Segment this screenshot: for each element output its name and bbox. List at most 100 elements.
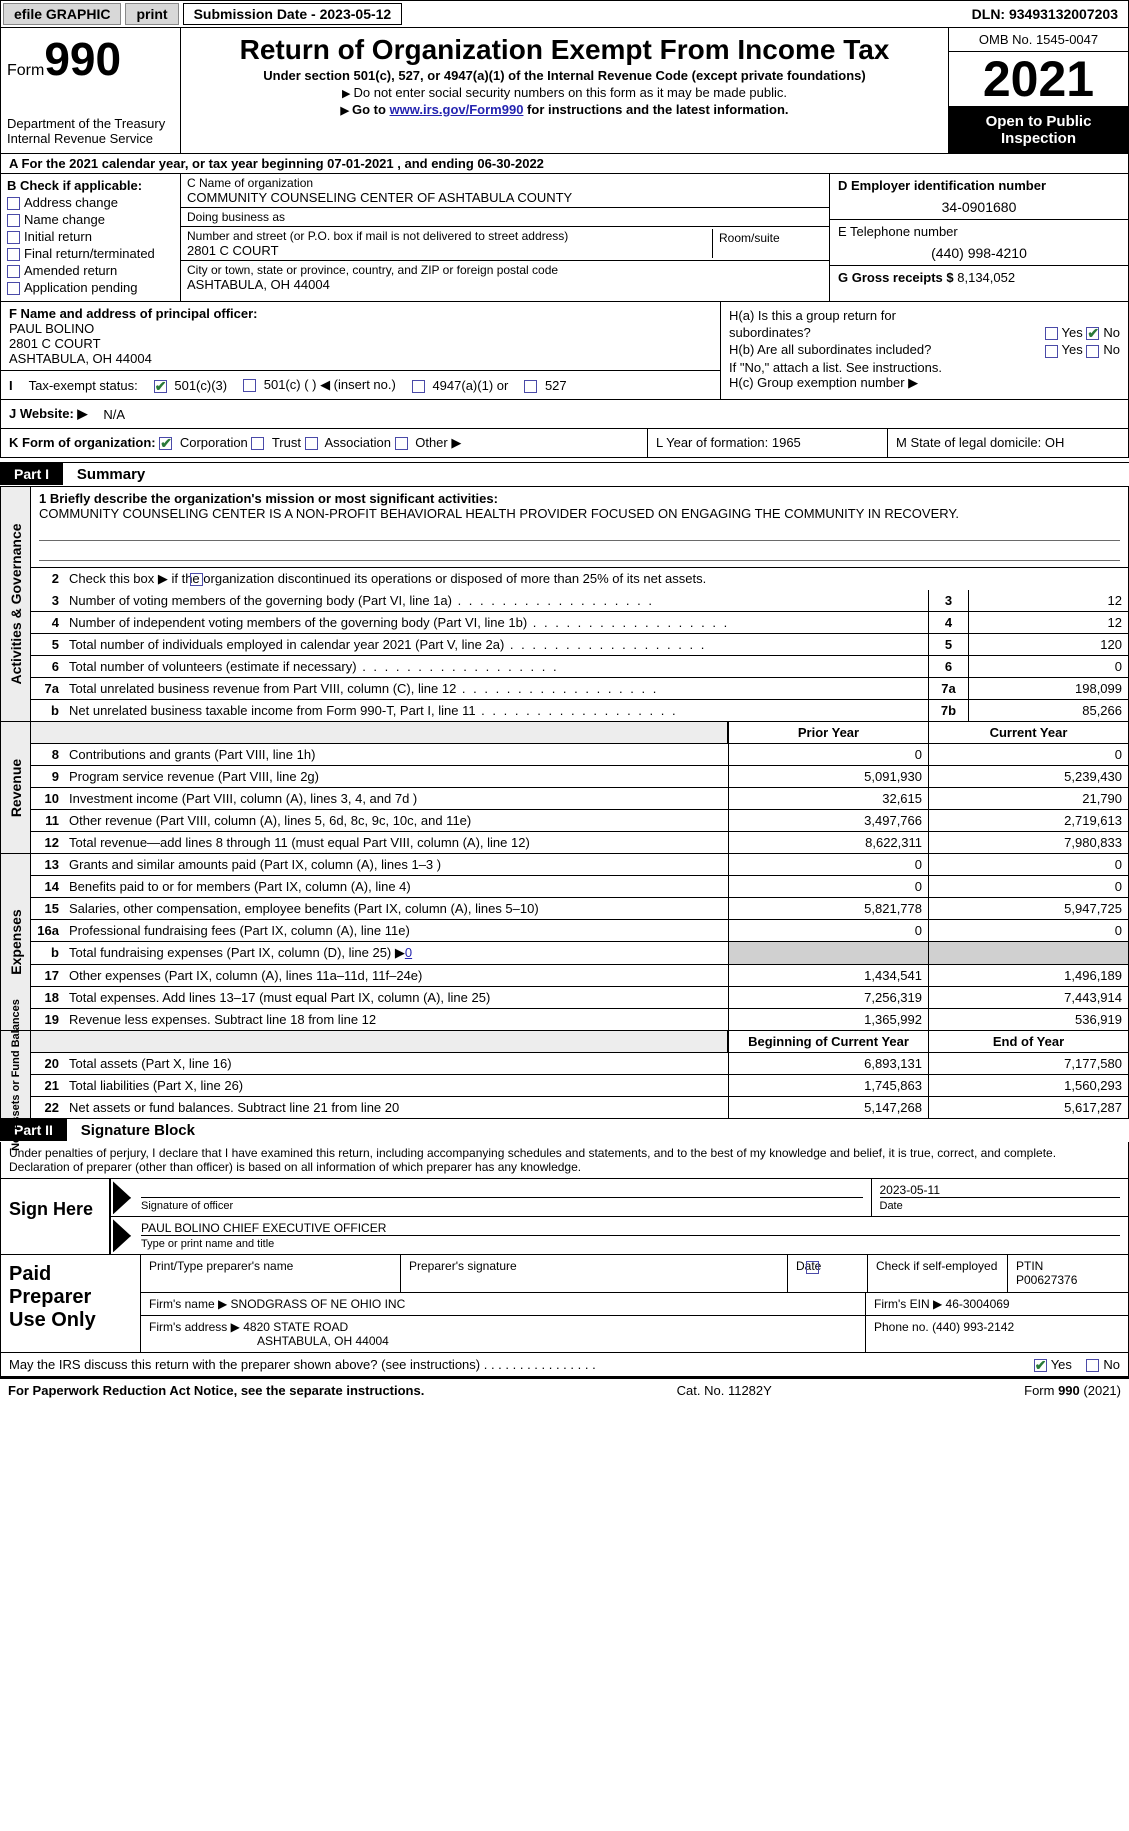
prep-ptin: PTINP00627376	[1008, 1255, 1128, 1291]
mission-label: 1 Briefly describe the organization's mi…	[39, 491, 1120, 506]
chk-501c3[interactable]	[154, 380, 167, 393]
discuss-yes: Yes	[1051, 1357, 1072, 1372]
chk-ha-no[interactable]	[1086, 327, 1099, 340]
firm-addr-2: ASHTABULA, OH 44004	[257, 1334, 389, 1348]
ha-line1: H(a) Is this a group return for	[729, 308, 896, 323]
chk-discuss-no[interactable]	[1086, 1359, 1099, 1372]
ha-no: No	[1103, 325, 1120, 340]
line-7a-num: 7a	[31, 678, 65, 699]
penalty-text: Under penalties of perjury, I declare th…	[1, 1142, 1128, 1178]
chk-address-change[interactable]	[7, 197, 20, 210]
line-6-num: 6	[31, 656, 65, 677]
line-15-num: 15	[31, 898, 65, 919]
line-4-val: 12	[968, 612, 1128, 633]
ptin-value: P00627376	[1016, 1273, 1120, 1287]
line-22-desc: Net assets or fund balances. Subtract li…	[65, 1097, 728, 1118]
city-label: City or town, state or province, country…	[187, 263, 823, 277]
form-title: Return of Organization Exempt From Incom…	[187, 34, 942, 66]
chk-527[interactable]	[524, 380, 537, 393]
print-button[interactable]: print	[125, 3, 178, 25]
line-21-desc: Total liabilities (Part X, line 26)	[65, 1075, 728, 1096]
line-6-val: 0	[968, 656, 1128, 677]
line-7a-box: 7a	[928, 678, 968, 699]
firm-ein-label: Firm's EIN ▶	[874, 1297, 942, 1311]
chk-4947[interactable]	[412, 380, 425, 393]
line-9-curr: 5,239,430	[928, 766, 1128, 787]
footer-right: Form 990 (2021)	[1024, 1383, 1121, 1398]
chk-discuss-yes[interactable]	[1034, 1359, 1047, 1372]
chk-application-pending[interactable]	[7, 282, 20, 295]
chk-501c[interactable]	[243, 379, 256, 392]
phone-label: E Telephone number	[838, 224, 1120, 239]
line-16b-desc: Total fundraising expenses (Part IX, col…	[65, 942, 728, 964]
form-number: 990	[44, 33, 121, 85]
chk-ha-yes[interactable]	[1045, 327, 1058, 340]
chk-hb-no[interactable]	[1086, 345, 1099, 358]
sign-here-block: Sign Here Signature of officer 2023-05-1…	[1, 1178, 1128, 1254]
opt-final-return: Final return/terminated	[24, 246, 155, 261]
chk-name-change[interactable]	[7, 214, 20, 227]
line-16b-prior-shaded	[728, 942, 928, 964]
line-18-curr: 7,443,914	[928, 987, 1128, 1008]
discuss-question: May the IRS discuss this return with the…	[9, 1357, 480, 1372]
line-22-num: 22	[31, 1097, 65, 1118]
chk-corporation[interactable]	[159, 437, 172, 450]
line-19-prior: 1,365,992	[728, 1009, 928, 1030]
hb-no: No	[1103, 342, 1120, 357]
line-12-desc: Total revenue—add lines 8 through 11 (mu…	[65, 832, 728, 853]
line-16a-desc: Professional fundraising fees (Part IX, …	[65, 920, 728, 941]
line-17-curr: 1,496,189	[928, 965, 1128, 986]
line-10-num: 10	[31, 788, 65, 809]
line-16b-val[interactable]: 0	[405, 945, 412, 960]
side-label-rev: Revenue	[1, 722, 31, 853]
chk-initial-return[interactable]	[7, 231, 20, 244]
mission-box: 1 Briefly describe the organization's mi…	[31, 487, 1128, 568]
col-f-officer: F Name and address of principal officer:…	[1, 302, 721, 399]
firm-phone-label: Phone no.	[874, 1320, 929, 1334]
chk-amended-return[interactable]	[7, 265, 20, 278]
website-value: N/A	[103, 407, 125, 422]
line-16a-prior: 0	[728, 920, 928, 941]
row-j-website: J Website: ▶ N/A	[0, 400, 1129, 429]
row-klm: K Form of organization: Corporation Trus…	[0, 429, 1129, 458]
line-17-desc: Other expenses (Part IX, column (A), lin…	[65, 965, 728, 986]
side-label-rev-text: Revenue	[8, 759, 24, 817]
col-b-checkboxes: B Check if applicable: Address change Na…	[0, 174, 180, 302]
opt-initial-return: Initial return	[24, 229, 92, 244]
line-13-prior: 0	[728, 854, 928, 875]
chk-final-return[interactable]	[7, 248, 20, 261]
chk-association[interactable]	[305, 437, 318, 450]
chk-hb-yes[interactable]	[1045, 345, 1058, 358]
mission-blank-line	[39, 523, 1120, 541]
mission-blank-line	[39, 543, 1120, 561]
col-deg: D Employer identification number 34-0901…	[829, 174, 1129, 302]
opt-amended-return: Amended return	[24, 263, 117, 278]
arrow-icon	[113, 1181, 131, 1214]
line-2-text: Check this box ▶ if the organization dis…	[69, 571, 706, 586]
discuss-row: May the IRS discuss this return with the…	[1, 1352, 1128, 1376]
line-20-curr: 7,177,580	[928, 1053, 1128, 1074]
signature-section: Under penalties of perjury, I declare th…	[0, 1142, 1129, 1376]
opt-application-pending: Application pending	[24, 280, 137, 295]
line-5-val: 120	[968, 634, 1128, 655]
ein-value: 34-0901680	[838, 199, 1120, 215]
chk-self-employed[interactable]	[806, 1261, 819, 1274]
chk-trust[interactable]	[251, 437, 264, 450]
footer-left: For Paperwork Reduction Act Notice, see …	[8, 1383, 424, 1398]
form990-link[interactable]: www.irs.gov/Form990	[390, 102, 524, 117]
sub3-a: Go to	[352, 102, 390, 117]
line-8-desc: Contributions and grants (Part VIII, lin…	[65, 744, 728, 765]
sig-officer-label: Signature of officer	[141, 1197, 863, 1212]
city-value: ASHTABULA, OH 44004	[187, 277, 823, 292]
col-b-header: B Check if applicable:	[7, 178, 174, 193]
section-expenses: Expenses 13Grants and similar amounts pa…	[0, 853, 1129, 1030]
phone-value: (440) 998-4210	[838, 245, 1120, 261]
tax-exempt-label: Tax-exempt status:	[29, 378, 138, 393]
row-a-tax-year: A For the 2021 calendar year, or tax yea…	[0, 154, 1129, 174]
chk-other[interactable]	[395, 437, 408, 450]
chk-line-2[interactable]	[190, 573, 203, 586]
header-mid: Return of Organization Exempt From Incom…	[181, 28, 948, 153]
part1-header: Part I Summary	[0, 462, 1129, 486]
line-3-desc: Number of voting members of the governin…	[65, 590, 928, 611]
line-2-num: 2	[31, 568, 65, 590]
